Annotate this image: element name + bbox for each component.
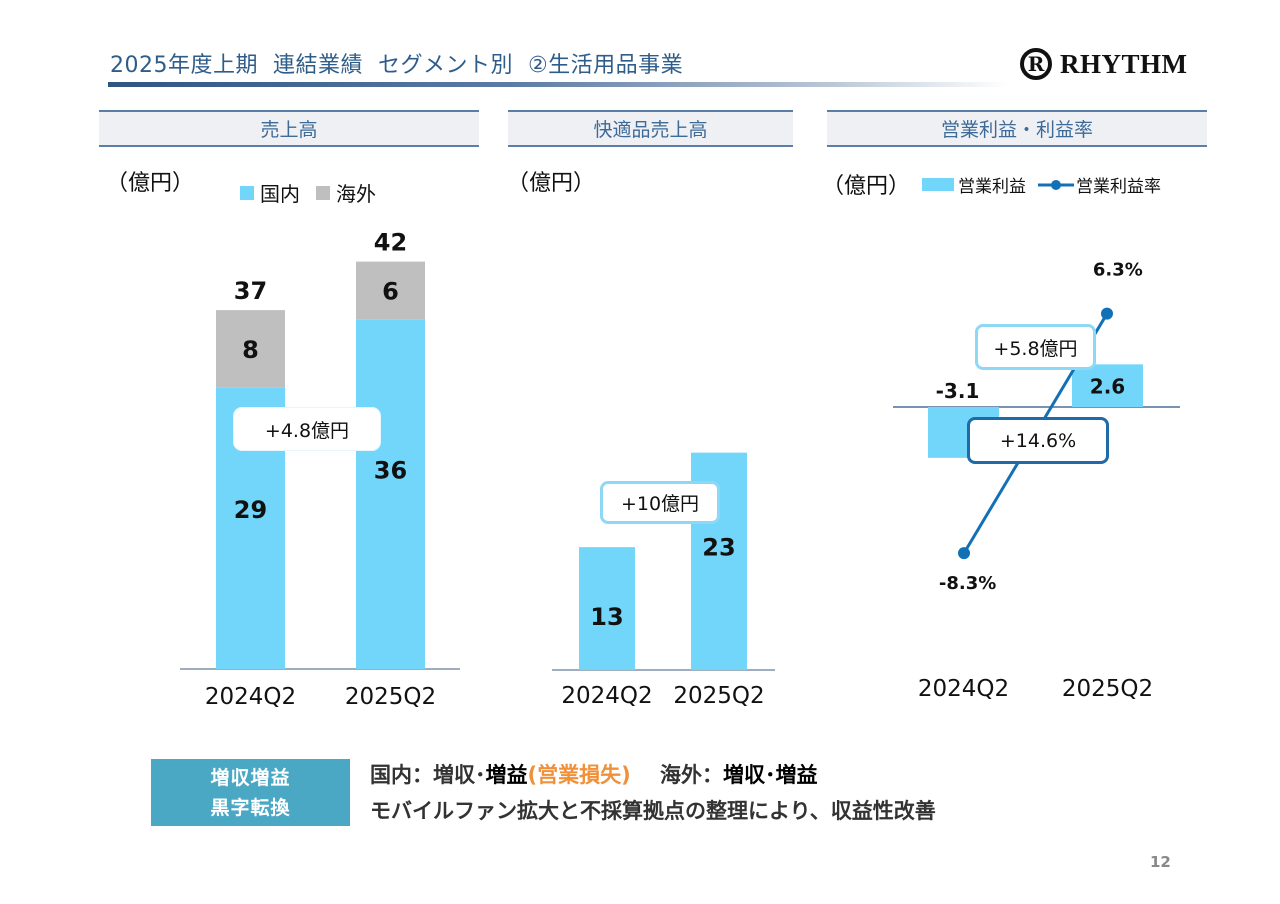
summary-line-2: モバイルファン拡大と不採算拠点の整理により、収益性改善 xyxy=(370,799,936,823)
legend-label-domestic: 国内 xyxy=(260,182,300,206)
summary-badge-line2: 黒字転換 xyxy=(210,796,291,819)
comfort-unit-label: （億円） xyxy=(507,171,596,196)
page-title: 2025年度上期 連結業績 セグメント別 ②生活用品事業 xyxy=(110,53,684,78)
summary-domestic-profit: 増益 xyxy=(485,763,528,787)
data-label-domestic: 29 xyxy=(234,496,267,524)
profit-unit-label: （億円） xyxy=(822,174,911,199)
bar-domestic-2025Q2 xyxy=(356,319,425,669)
data-label-overseas: 6 xyxy=(382,278,399,306)
profit-change-callout: +5.8億円 xyxy=(975,324,1096,370)
legend-line-marker-icon xyxy=(1038,179,1074,190)
title-underline xyxy=(108,82,1008,87)
legend-swatch-overseas xyxy=(316,185,330,200)
legend-swatch-domestic xyxy=(240,185,254,200)
margin-point-2025Q2 xyxy=(1101,307,1113,320)
x-tick-label: 2025Q2 xyxy=(1062,676,1153,702)
chart-comfort-sales: 13 2024Q2 23 2025Q2 xyxy=(552,452,775,709)
chart-operating-profit: -3.1 2024Q2 2.6 2025Q2 -8.3% 6.3% xyxy=(893,260,1180,702)
legend-swatch-profit xyxy=(922,178,954,191)
chart-sales: 29 8 37 2024Q2 36 6 42 2025Q2 xyxy=(180,229,460,710)
summary-line-1: 国内：増収･増益(営業損失) 海外：増収･増益 xyxy=(370,759,817,789)
logo-mark-icon: R xyxy=(1020,48,1052,80)
data-label-profit: -3.1 xyxy=(936,379,980,403)
data-label-margin: 6.3% xyxy=(1093,260,1143,281)
data-label-domestic: 36 xyxy=(374,456,407,484)
logo-text: RHYTHM xyxy=(1060,48,1188,79)
summary-badge: 増収増益 黒字転換 xyxy=(151,759,350,826)
data-label-total: 42 xyxy=(374,229,407,257)
margin-point-2024Q2 xyxy=(958,547,970,560)
panel-header-sales: 売上高 xyxy=(99,110,479,147)
company-logo: R RHYTHM xyxy=(1020,47,1188,81)
summary-overseas-result: 増収･増益 xyxy=(722,763,818,787)
data-label-comfort: 23 xyxy=(702,534,735,562)
summary-operating-loss-note: (営業損失) xyxy=(527,763,631,787)
x-tick-label: 2025Q2 xyxy=(345,684,436,710)
data-label-profit: 2.6 xyxy=(1090,375,1125,399)
sales-legend: 国内 海外 xyxy=(240,178,376,207)
bar-overseas-2024Q2 xyxy=(216,310,285,388)
x-tick-label: 2024Q2 xyxy=(918,676,1009,702)
summary-domestic-label: 国内：増収･ xyxy=(370,763,486,787)
legend-label-profit: 営業利益 xyxy=(958,177,1026,197)
summary-overseas-label: 海外： xyxy=(630,763,723,787)
data-label-comfort: 13 xyxy=(590,603,623,631)
legend-label-margin: 営業利益率 xyxy=(1076,177,1161,197)
profit-legend: 営業利益 営業利益率 xyxy=(922,172,1161,197)
data-label-total: 37 xyxy=(234,277,267,305)
page-number: 12 xyxy=(1150,853,1171,871)
summary-badge-line1: 増収増益 xyxy=(210,766,291,789)
sales-change-callout: +4.8億円 xyxy=(234,408,380,450)
bar-comfort-2024Q2 xyxy=(579,547,635,670)
bar-overseas-2025Q2 xyxy=(356,261,425,320)
x-tick-label: 2024Q2 xyxy=(561,683,652,709)
panel-header-comfort: 快適品売上高 xyxy=(508,110,793,147)
x-tick-label: 2025Q2 xyxy=(673,683,764,709)
comfort-change-callout: +10億円 xyxy=(600,481,720,524)
data-label-overseas: 8 xyxy=(242,336,259,364)
margin-change-callout: +14.6% xyxy=(967,417,1109,464)
bar-profit-2025Q2 xyxy=(1072,364,1143,407)
panel-header-profit: 営業利益・利益率 xyxy=(827,110,1207,147)
legend-label-overseas: 海外 xyxy=(336,182,376,206)
sales-unit-label: （億円） xyxy=(106,171,195,196)
data-label-margin: -8.3% xyxy=(939,573,996,594)
x-tick-label: 2024Q2 xyxy=(205,684,296,710)
